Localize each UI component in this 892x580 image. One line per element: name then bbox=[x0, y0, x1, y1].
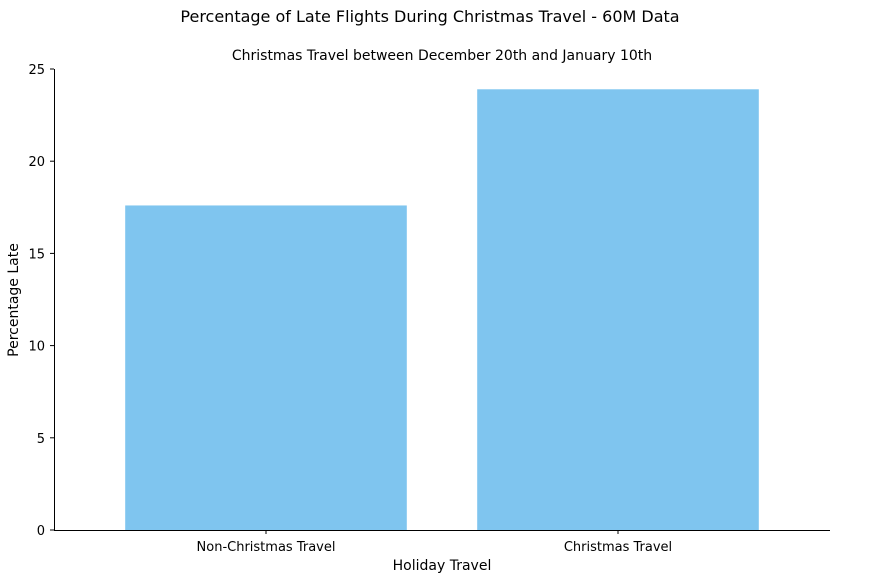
chart-title: Percentage of Late Flights During Christ… bbox=[180, 7, 679, 26]
x-ticks-group: Non-Christmas Travel Christmas Travel bbox=[197, 530, 672, 555]
bar-non-christmas-travel bbox=[125, 205, 407, 530]
chart-subtitle: Christmas Travel between December 20th a… bbox=[232, 48, 652, 64]
y-tick-label: 15 bbox=[28, 247, 45, 262]
x-axis-label: Holiday Travel bbox=[393, 558, 492, 574]
bar-christmas-travel bbox=[477, 89, 759, 530]
y-tick-label: 20 bbox=[28, 155, 45, 170]
y-axis-label: Percentage Late bbox=[6, 243, 22, 357]
y-tick-label: 0 bbox=[37, 524, 45, 539]
x-tick-label: Christmas Travel bbox=[564, 540, 672, 555]
x-tick-label: Non-Christmas Travel bbox=[197, 540, 336, 555]
y-tick-label: 5 bbox=[37, 432, 45, 447]
y-tick-label: 10 bbox=[28, 340, 45, 355]
y-ticks-group: 0 5 10 15 20 25 bbox=[28, 63, 54, 539]
y-tick-label: 25 bbox=[28, 63, 45, 78]
bars-group bbox=[125, 89, 759, 530]
